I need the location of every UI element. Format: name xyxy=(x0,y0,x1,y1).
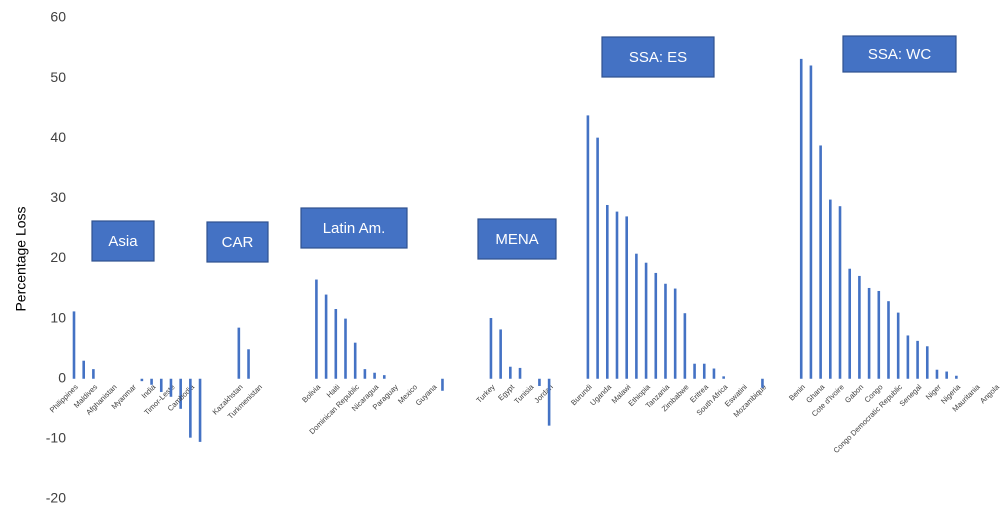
annotation-box xyxy=(601,36,715,78)
bar xyxy=(712,368,716,379)
bar xyxy=(538,378,541,386)
bar xyxy=(237,327,241,379)
bar xyxy=(838,206,842,379)
x-tick-label: Bolivia xyxy=(300,382,323,405)
bar xyxy=(150,378,153,385)
annotation-box xyxy=(300,207,408,249)
x-tick-label: Gabon xyxy=(843,382,865,404)
bar xyxy=(673,288,677,379)
bar xyxy=(935,369,939,379)
bar xyxy=(140,378,144,382)
bar xyxy=(809,65,813,379)
y-tick-label: 20 xyxy=(50,249,66,265)
bar xyxy=(877,290,881,379)
bar xyxy=(518,367,522,379)
bar xyxy=(858,275,861,379)
bar xyxy=(547,378,551,426)
x-tick-label: Jordan xyxy=(532,382,555,405)
bar xyxy=(702,363,706,379)
bar xyxy=(169,378,173,397)
x-tick-label: Tunisia xyxy=(512,382,536,406)
annotation-box xyxy=(842,35,957,73)
bar xyxy=(509,366,512,379)
y-tick-label: 30 xyxy=(50,189,66,205)
annotation-box xyxy=(206,221,269,263)
bar xyxy=(819,145,822,379)
bar xyxy=(887,301,890,379)
bar xyxy=(489,318,493,379)
bar xyxy=(605,204,609,379)
bar xyxy=(848,268,852,379)
y-tick-label: 40 xyxy=(50,129,66,145)
y-axis-label: Percentage Loss xyxy=(13,206,29,311)
y-tick-label: -20 xyxy=(46,490,66,506)
bar xyxy=(654,272,658,379)
bar xyxy=(198,378,202,442)
bar xyxy=(945,371,948,379)
y-tick-label: 0 xyxy=(58,369,66,385)
bar xyxy=(499,329,502,379)
x-tick-label: Philippines xyxy=(48,382,80,414)
bar xyxy=(441,378,444,391)
y-tick-label: -10 xyxy=(46,430,66,446)
x-tick-label: Angola xyxy=(978,382,1001,405)
bar xyxy=(382,375,386,379)
bar xyxy=(693,363,696,379)
bar xyxy=(159,378,163,392)
bar xyxy=(644,262,648,379)
bar xyxy=(799,58,803,379)
bar xyxy=(363,369,367,379)
bar xyxy=(324,294,328,379)
bar xyxy=(664,283,667,379)
bar xyxy=(353,342,357,379)
bar xyxy=(344,318,347,379)
bar xyxy=(761,378,764,388)
bar xyxy=(596,137,599,379)
annotation-text: SSA: WC xyxy=(868,46,932,63)
bar xyxy=(247,349,250,379)
bar xyxy=(635,253,638,379)
bar xyxy=(82,360,85,379)
bar xyxy=(92,369,95,379)
x-tick-label: Turkey xyxy=(474,382,497,405)
bar xyxy=(916,340,919,379)
bar xyxy=(72,311,76,379)
annotation-text: MENA xyxy=(495,231,538,248)
bar xyxy=(625,216,628,379)
annotation-box xyxy=(477,218,557,260)
y-tick-label: 60 xyxy=(50,9,66,25)
bar xyxy=(722,376,725,379)
bar xyxy=(189,378,192,438)
bar xyxy=(896,312,900,379)
x-tick-label: Guyana xyxy=(414,382,440,408)
bar xyxy=(925,346,929,379)
bar xyxy=(683,313,687,379)
bar xyxy=(373,372,376,379)
bar xyxy=(615,211,619,379)
annotation-box xyxy=(91,220,155,262)
bar xyxy=(334,309,338,379)
bar xyxy=(179,378,182,409)
x-tick-label: Senegal xyxy=(898,382,924,408)
x-tick-label: Uganda xyxy=(588,382,614,408)
bar xyxy=(906,335,910,379)
annotation-text: Latin Am. xyxy=(323,220,386,237)
bar xyxy=(867,287,871,379)
annotation-text: Asia xyxy=(108,233,138,250)
annotation-text: CAR xyxy=(222,234,254,251)
annotation-text: SSA: ES xyxy=(629,49,687,66)
bar xyxy=(955,375,958,379)
bar xyxy=(829,199,832,379)
y-tick-label: 10 xyxy=(50,309,66,325)
bar xyxy=(315,279,318,379)
bar xyxy=(586,115,590,379)
y-tick-label: 50 xyxy=(50,69,66,85)
